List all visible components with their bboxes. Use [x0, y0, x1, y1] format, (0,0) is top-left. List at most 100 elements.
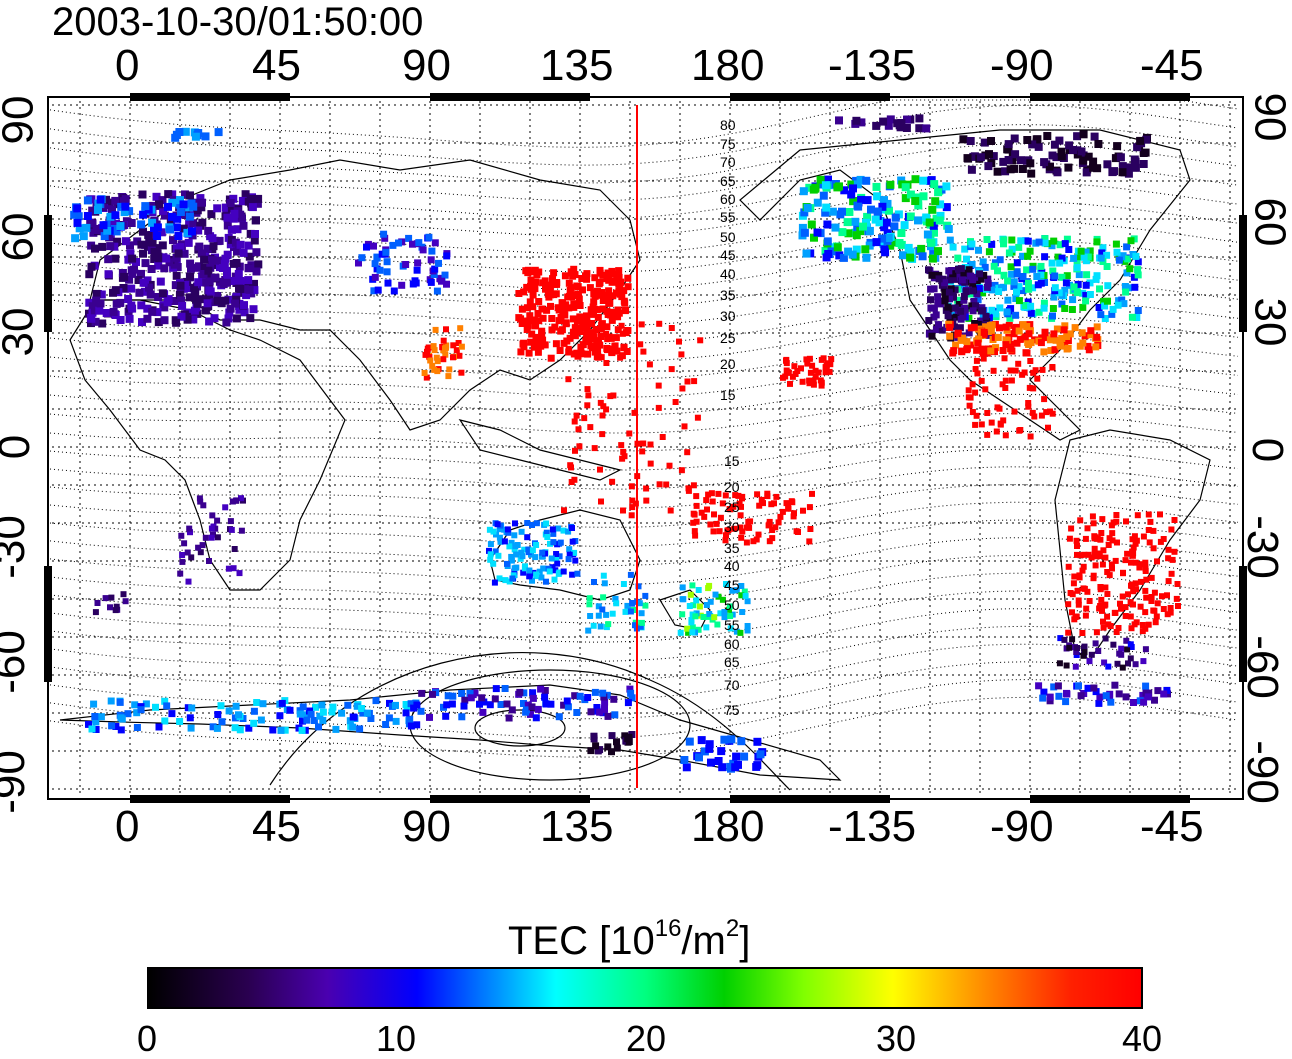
- tec-pixel: [739, 493, 746, 500]
- tec-pixel: [878, 202, 887, 211]
- tec-pixel: [599, 305, 607, 313]
- tec-pixel: [1132, 252, 1140, 260]
- mlat-label-north: 30: [720, 308, 736, 324]
- tec-pixel: [848, 250, 857, 259]
- mlat-label-south: 35: [724, 540, 740, 556]
- tec-pixel: [244, 276, 253, 285]
- tec-pixel: [1100, 547, 1107, 554]
- tec-pixel: [610, 392, 617, 399]
- tec-pixel: [744, 623, 751, 629]
- tec-pixel: [932, 326, 940, 334]
- tec-pixel: [1074, 543, 1080, 549]
- tec-pixel: [601, 580, 608, 587]
- frame-ticks: [44, 93, 1247, 803]
- tec-pixel: [789, 499, 796, 506]
- tec-pixel: [872, 238, 881, 247]
- tec-pixel: [1136, 136, 1145, 145]
- tec-pixel: [1151, 589, 1158, 596]
- tec-pixel: [359, 709, 367, 717]
- tec-pixel: [443, 252, 451, 260]
- tec-pixel: [524, 701, 532, 709]
- tec-pixel: [175, 200, 184, 209]
- tec-pixel: [603, 611, 610, 618]
- tec-pixel: [701, 513, 708, 520]
- tec-pixel: [591, 274, 599, 282]
- tec-pixel: [1104, 297, 1111, 305]
- tec-pixel: [1027, 169, 1036, 178]
- tec-pixel: [534, 705, 542, 713]
- tec-pixel: [407, 700, 415, 708]
- tec-pixel: [205, 286, 214, 295]
- tec-pixel: [1061, 240, 1069, 248]
- tec-pixel: [1171, 517, 1178, 523]
- tec-pixel: [363, 243, 370, 251]
- tec-pixel: [1140, 658, 1147, 665]
- tec-pixel: [1035, 682, 1043, 690]
- tec-pixel: [690, 510, 697, 517]
- tec-pixel: [950, 293, 957, 301]
- tec-pixel: [854, 202, 863, 211]
- tec-pixel: [590, 622, 597, 629]
- tec-pixel: [738, 534, 745, 541]
- tec-pixel: [985, 150, 993, 159]
- tec-pixel: [785, 369, 792, 376]
- tec-pixel: [918, 252, 927, 261]
- tec-pixel: [615, 287, 623, 295]
- tec-pixel: [1113, 518, 1120, 525]
- tec-pixel: [828, 356, 835, 363]
- tec-pixel: [873, 192, 882, 201]
- tec-pixel: [691, 378, 698, 385]
- tec-pixel: [536, 568, 543, 575]
- tec-pixel: [593, 704, 601, 711]
- tec-pixel: [1095, 304, 1103, 311]
- tec-pixel: [715, 490, 722, 497]
- tec-pixel: [766, 521, 773, 528]
- tec-pixel: [1157, 511, 1163, 518]
- tec-pixel: [103, 226, 112, 235]
- tec-pixel: [487, 541, 494, 548]
- tec-pixel: [496, 526, 503, 533]
- tec-pixel: [70, 210, 79, 219]
- tec-pixel: [1101, 602, 1108, 609]
- tec-pixel: [1100, 298, 1108, 305]
- tec-pixel: [803, 356, 810, 363]
- tec-pixel: [1004, 140, 1013, 149]
- tec-pixel: [164, 190, 173, 199]
- tec-pixel: [1124, 255, 1132, 263]
- tec-pixel: [1131, 163, 1140, 172]
- tec-pixel: [181, 540, 188, 547]
- tec-pixel: [610, 695, 618, 703]
- tec-pixel: [1037, 262, 1045, 270]
- tec-pixel: [176, 718, 184, 725]
- tec-pixel: [982, 386, 989, 393]
- tec-pixel: [616, 283, 624, 291]
- tec-pixel: [355, 259, 362, 267]
- tec-pixel: [209, 512, 216, 519]
- tec-pixel: [622, 608, 629, 615]
- tec-pixel: [726, 606, 732, 613]
- tec-pixel: [222, 504, 229, 511]
- tec-pixel: [1069, 609, 1075, 616]
- tec-pixel: [157, 228, 166, 237]
- tec-pixel: [966, 402, 973, 409]
- tec-pixel: [936, 211, 945, 220]
- tec-pixel: [525, 349, 533, 357]
- tec-pixel: [1082, 535, 1089, 542]
- tec-pixel: [891, 213, 900, 222]
- tec-pixel: [624, 602, 631, 609]
- tec-pixel: [609, 270, 617, 278]
- tec-pixel: [1079, 130, 1088, 139]
- tec-pixel: [207, 210, 216, 219]
- tec-pixel: [1063, 272, 1071, 280]
- tec-pixel: [739, 609, 746, 615]
- tec-pixel: [1107, 623, 1114, 629]
- left-y-tick-60: 60: [0, 212, 43, 262]
- tec-pixel: [1079, 630, 1086, 636]
- tec-pixel: [126, 249, 135, 258]
- tec-pixel: [614, 326, 622, 334]
- tec-pixel: [1080, 253, 1088, 261]
- tec-pixel: [974, 339, 982, 347]
- tec-pixel: [595, 612, 602, 619]
- tec-pixel: [1086, 291, 1094, 298]
- tec-pixel: [230, 565, 237, 572]
